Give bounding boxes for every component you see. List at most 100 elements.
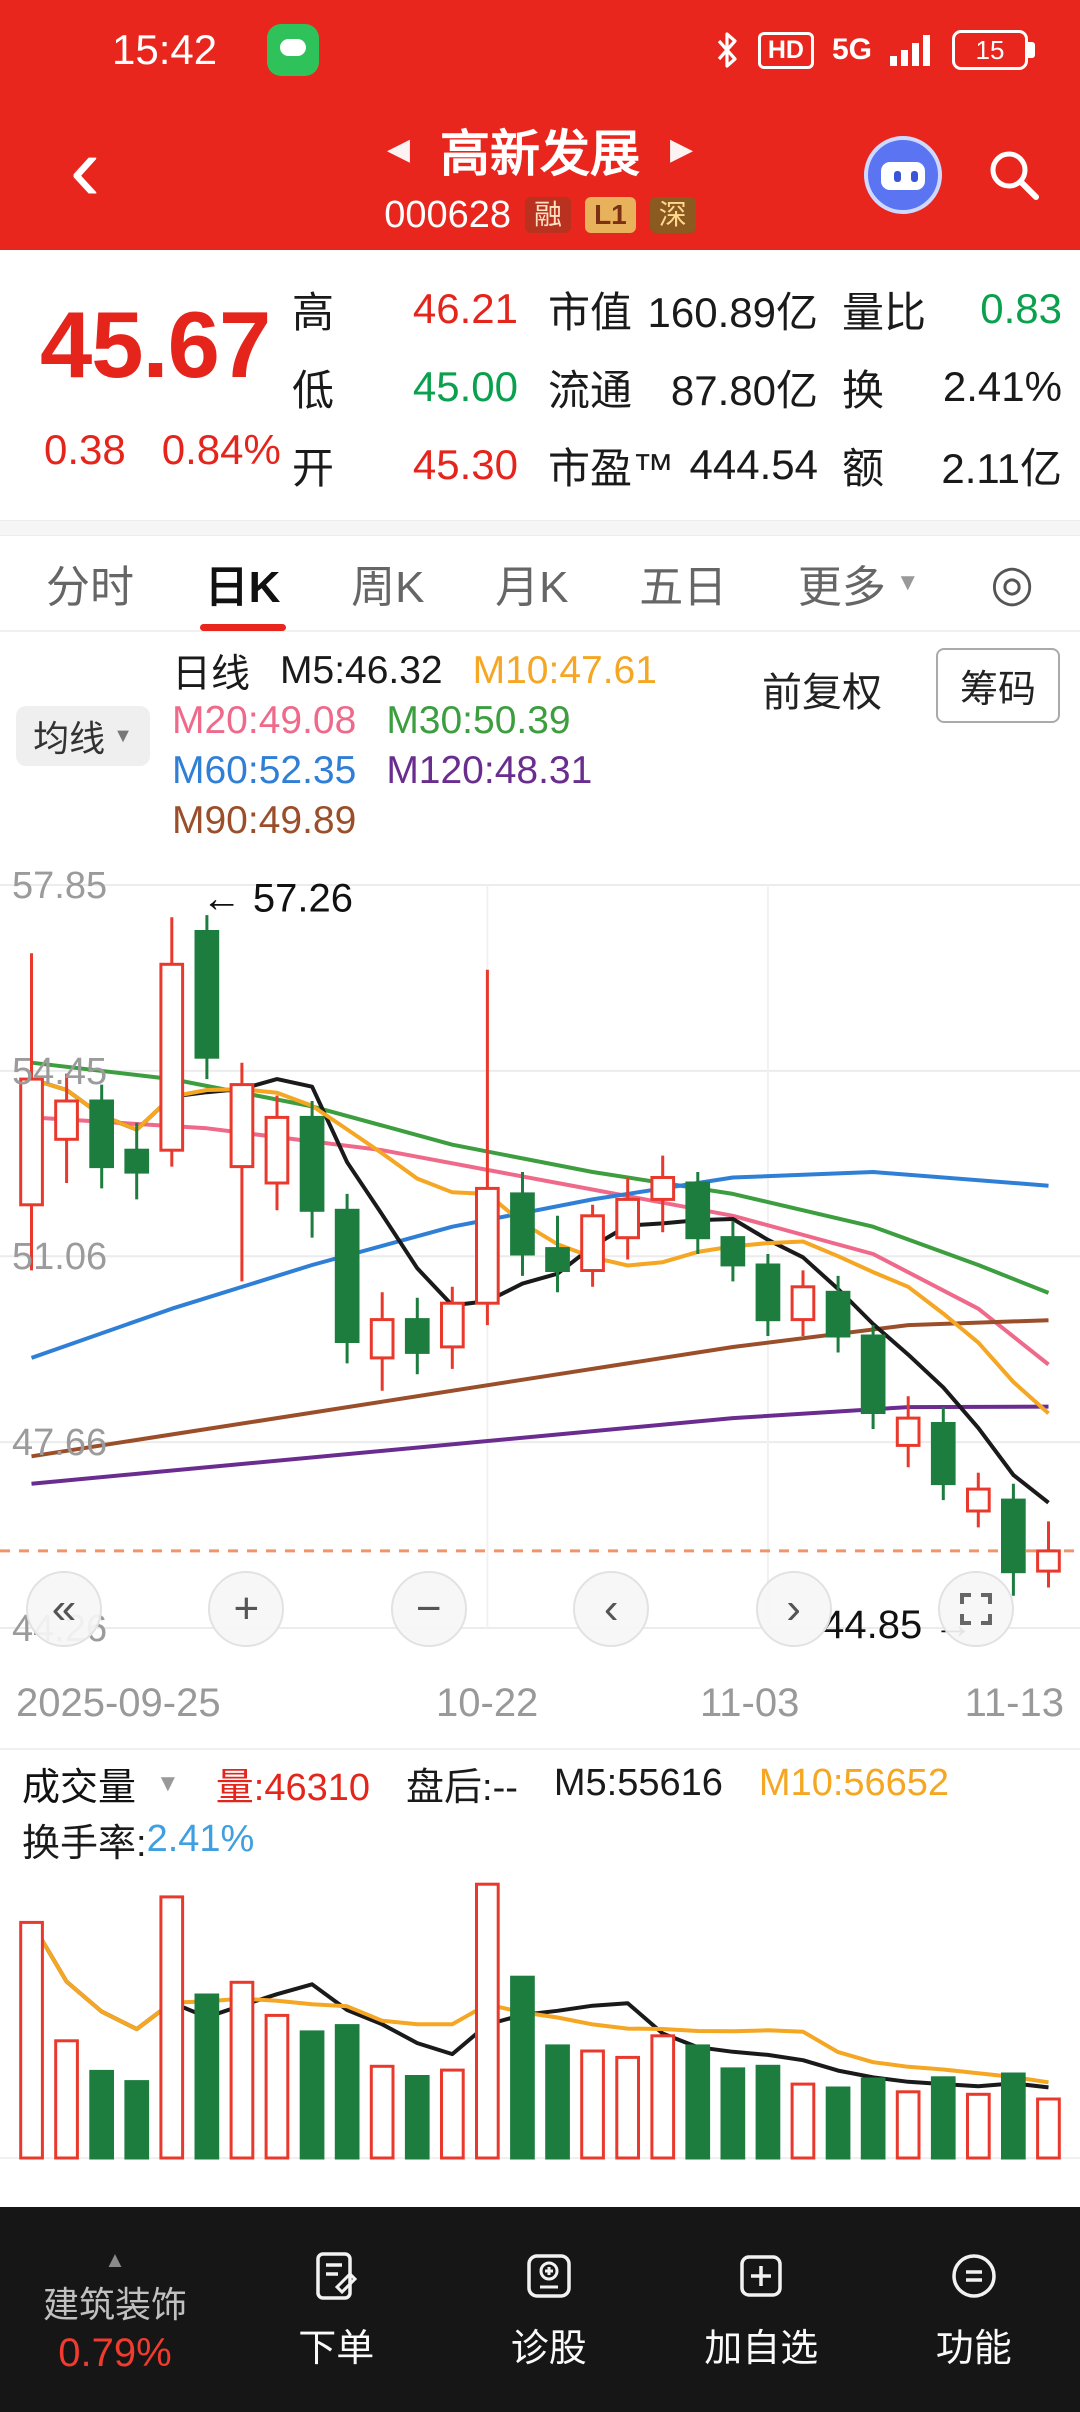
after-hours-value: 盘后:-- [406,1767,518,1809]
tab-more[interactable]: 更多 ▼ [797,563,920,612]
status-icons: HD 5G 15 [714,30,1035,70]
ai-assistant-icon[interactable] [864,136,942,214]
volume-ma5-value: M5:55616 [553,1762,723,1804]
pe-value: 444.54 [689,441,818,488]
add-watchlist-button[interactable]: 加自选 [655,2247,868,2372]
diagnose-stock-button[interactable]: 诊股 [443,2247,656,2372]
open-label: 开 [292,444,335,492]
bottom-nav: ▲ 建筑装饰 0.79% 下单 诊股 加自选 [0,2207,1080,2412]
fullscreen-button[interactable] [937,1571,1014,1647]
x-label: 10-22 [436,1681,539,1725]
functions-button[interactable]: 功能 [868,2247,1080,2372]
battery-icon: 15 [952,30,1035,70]
next-stock-icon[interactable]: ▶ [670,133,694,166]
back-button[interactable]: ‹ [69,118,101,220]
float-value: 87.80亿 [670,366,818,414]
quote-col-ratio: 量比 0.83 换 2.41% 额 2.11亿 [842,270,1062,504]
app-header: ‹ ◀ 高新发展 ▶ 000628 融 L1 深 [0,100,1080,250]
chip-distribution-button[interactable]: 筹码 [935,648,1060,723]
low-label: 低 [292,366,335,414]
ma30-value: M30:50.39 [386,699,571,742]
open-value: 45.30 [412,441,518,488]
amount-value: 2.11亿 [941,444,1062,492]
chevron-down-icon: ▼ [113,724,133,747]
stock-header: ◀ 高新发展 ▶ 000628 融 L1 深 [230,100,850,250]
menu-icon [952,2254,996,2298]
search-icon[interactable] [982,143,1046,207]
active-tab-underline [199,624,286,631]
series-daily-label: 日线 [172,653,251,696]
ma90-value: M90:49.89 [172,799,357,842]
prev-stock-icon[interactable]: ◀ [386,133,410,166]
high-label: 高 [292,288,335,336]
x-axis: 2025-09-25 10-22 11-03 11-13 [0,1665,1080,1745]
chart-toolbar: « + − ‹ › [26,1571,1014,1647]
adjust-mode-button[interactable]: 前复权 [762,671,882,715]
pan-left-button[interactable]: « [26,1571,102,1647]
signal-icon [890,35,930,66]
last-price: 45.67 [40,292,271,397]
svg-text:54.45: 54.45 [12,1051,107,1093]
tab-weekly-k[interactable]: 周K [351,563,425,612]
ma120-value: M120:48.31 [386,749,593,792]
add-icon [740,2255,782,2297]
change-percent: 0.84% [161,426,281,473]
quote-col-cap: 市值 160.89亿 流通 87.80亿 市盈™ 444.54 [548,270,818,504]
sector-panel-button[interactable]: ▲ 建筑装饰 0.79% [0,2243,230,2376]
divider [0,520,1080,536]
network-type: 5G [831,33,872,66]
period-tab-bar: 分时 日K 周K 月K 五日 更多 ▼ ◎ [0,536,1080,632]
change-value: 0.38 [44,426,126,473]
ma-values: 日线 M5:46.32 M10:47.61 M20:49.08 M30:50.3… [172,646,657,846]
shenzhen-badge: 深 [649,197,696,233]
tab-daily-k[interactable]: 日K [199,535,286,631]
zoom-out-button[interactable]: − [390,1571,467,1647]
tab-monthly-k[interactable]: 月K [495,563,569,612]
expand-icon [959,1593,992,1625]
level1-badge: L1 [585,197,636,233]
svg-text:51.06: 51.06 [12,1236,107,1278]
hd-icon: HD [757,31,814,69]
sector-name: 建筑装饰 [42,2284,187,2325]
margin-badge: 融 [525,197,572,233]
ma-selector-button[interactable]: 均线 ▼ [16,706,150,766]
x-label: 11-03 [700,1681,800,1725]
stock-name: 高新发展 [440,125,640,182]
pe-label: 市盈™ [548,444,675,492]
quote-col-hlo: 高 46.21 低 45.00 开 45.30 [292,270,518,504]
mktcap-value: 160.89亿 [647,288,818,336]
indicator-legend: 均线 ▼ 日线 M5:46.32 M10:47.61 M20:49.08 M30… [0,632,1080,855]
chevron-up-icon: ▲ [104,2247,126,2272]
svg-text:47.66: 47.66 [12,1422,107,1464]
status-bar: 15:42 HD 5G 15 [0,0,1080,100]
ma5-value: M5:46.32 [280,649,443,692]
ma60-value: M60:52.35 [172,749,357,792]
low-value: 45.00 [412,363,518,410]
ma20-value: M20:49.08 [172,699,357,742]
amount-label: 额 [842,444,885,492]
tab-five-day[interactable]: 五日 [639,563,728,612]
volume-header: 成交量 ▼ 量:46310 盘后:-- M5:55616 M10:56652 换… [0,1752,1080,1866]
float-label: 流通 [548,366,633,414]
ma10-value: M10:47.61 [472,649,657,692]
place-order-button[interactable]: 下单 [230,2247,443,2372]
diagnose-icon [527,2254,571,2298]
sector-change: 0.79% [58,2331,172,2375]
messenger-icon [267,24,320,76]
svg-text:← 57.26: ← 57.26 [202,876,353,920]
stock-code: 000628 [384,193,512,236]
chart-settings-icon[interactable]: ◎ [990,555,1034,611]
tab-minute[interactable]: 分时 [46,563,134,612]
order-icon [316,2252,358,2300]
turnover-rate-label: 换手率: [22,1823,147,1865]
prev-page-button[interactable]: ‹ [573,1571,650,1647]
svg-text:57.85: 57.85 [12,865,107,907]
zoom-in-button[interactable]: + [208,1571,285,1647]
volume-selector-button[interactable]: 成交量 ▼ [22,1767,180,1809]
x-label: 2025-09-25 [16,1681,221,1725]
turnover-label: 换 [842,366,885,414]
next-page-button[interactable]: › [755,1571,832,1647]
volume-chart[interactable] [0,1868,1080,2164]
volratio-value: 0.83 [980,285,1062,332]
